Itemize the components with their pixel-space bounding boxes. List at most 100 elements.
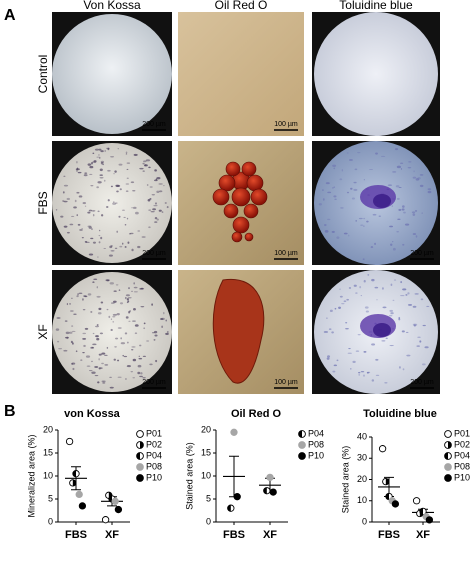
speck: [381, 287, 384, 290]
panel-label: A: [4, 7, 16, 24]
speck: [88, 253, 94, 256]
speck: [327, 355, 331, 358]
speck: [154, 179, 158, 182]
speck: [403, 211, 406, 214]
speck: [370, 246, 374, 249]
speck: [69, 223, 74, 226]
speck: [82, 309, 86, 311]
field-of-view: [52, 14, 172, 134]
speck: [93, 278, 98, 280]
speck: [90, 184, 94, 187]
speck: [65, 331, 70, 335]
speck: [332, 370, 336, 373]
speck: [82, 351, 85, 354]
scale-bar-label: 100 µm: [274, 121, 298, 128]
speck: [339, 288, 341, 290]
speck: [138, 355, 141, 357]
x-tick-label: XF: [263, 529, 277, 541]
speck: [161, 325, 164, 328]
speck: [338, 306, 341, 310]
speck: [360, 295, 363, 297]
speck: [134, 324, 139, 327]
speck: [82, 337, 87, 340]
speck: [159, 317, 164, 321]
speck: [355, 292, 358, 294]
speck: [414, 210, 418, 212]
data-point: [114, 505, 123, 514]
y-tick-label: 5: [48, 493, 53, 503]
speck: [80, 359, 83, 361]
micrographs: Von Kossa Oil Red O Toluidine blue Control 2…: [36, 0, 440, 394]
legend-label: P04: [308, 428, 324, 438]
speck: [412, 305, 417, 308]
data-point: [75, 490, 83, 499]
speck: [120, 342, 126, 345]
y-tick-label: 0: [206, 516, 211, 526]
speck: [348, 234, 350, 237]
speck: [90, 237, 94, 240]
speck: [125, 190, 129, 192]
speck: [130, 232, 134, 235]
speck: [91, 371, 96, 374]
data-point: [266, 473, 274, 482]
speck: [353, 284, 357, 287]
y-axis-label: Stained area (%): [340, 446, 350, 514]
speck: [135, 211, 139, 215]
y-axis-label: Stained area (%): [184, 442, 194, 510]
speck: [97, 256, 99, 258]
panel-label: B: [4, 403, 16, 420]
speck: [358, 371, 361, 374]
speck: [322, 198, 325, 201]
speck: [419, 184, 424, 188]
speck: [154, 169, 157, 172]
speck: [92, 343, 97, 346]
speck: [93, 160, 97, 163]
lipid-droplet: [246, 174, 264, 192]
speck: [126, 365, 131, 368]
data-point: [230, 428, 238, 436]
speck: [113, 300, 117, 303]
speck: [112, 316, 116, 318]
marker-half: [72, 470, 76, 477]
speck: [84, 205, 87, 207]
speck: [106, 206, 109, 208]
speck: [381, 340, 386, 342]
scale-bar-label: 200 µm: [142, 121, 166, 128]
y-tick-label: 0: [48, 516, 53, 526]
speck: [97, 381, 100, 384]
y-tick-label: 15: [43, 447, 53, 457]
speck: [129, 310, 131, 313]
legend-label: P08: [454, 461, 470, 471]
speck: [331, 230, 335, 233]
speck: [119, 188, 122, 191]
speck: [156, 176, 161, 180]
speck: [362, 258, 365, 260]
speck: [139, 344, 142, 347]
scale-bar-label: 100 µm: [274, 379, 298, 386]
y-tick-label: 0: [362, 516, 367, 526]
speck: [348, 347, 351, 350]
speck: [141, 236, 146, 238]
speck: [77, 293, 79, 296]
speck: [69, 303, 71, 305]
speck: [91, 162, 93, 165]
y-tick-label: 40: [357, 431, 367, 441]
y-tick-label: 10: [201, 470, 211, 480]
speck: [318, 203, 322, 206]
marker-half: [298, 430, 302, 438]
lipid-droplet: [250, 188, 268, 206]
speck: [83, 174, 88, 177]
scale-bar-label: 200 µm: [410, 379, 434, 386]
y-tick-label: 20: [201, 424, 211, 434]
speck: [133, 308, 136, 311]
speck: [130, 181, 135, 184]
speck: [333, 364, 338, 367]
x-tick-label: FBS: [378, 529, 400, 541]
speck: [148, 226, 151, 229]
speck: [71, 363, 74, 365]
speck: [327, 218, 331, 221]
speck: [420, 298, 424, 301]
speck: [63, 200, 68, 203]
speck: [99, 174, 103, 176]
speck: [88, 226, 92, 229]
